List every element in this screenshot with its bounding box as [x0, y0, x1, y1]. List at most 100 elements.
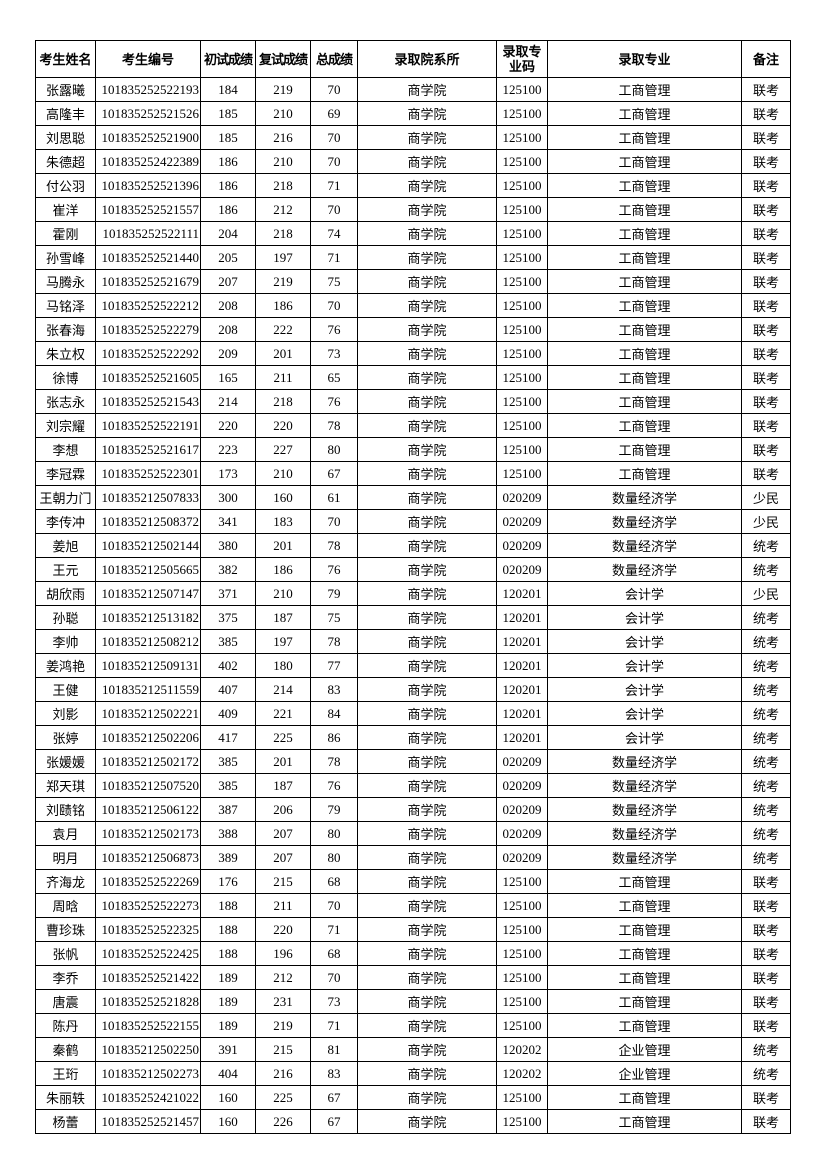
table-cell: 176	[200, 869, 256, 894]
table-cell: 120201	[496, 653, 548, 678]
table-cell: 417	[200, 725, 256, 750]
table-cell: 78	[310, 533, 358, 558]
table-cell: 统考	[741, 773, 791, 798]
table-cell: 78	[310, 413, 358, 438]
table-cell: 101835252421022	[95, 1085, 201, 1110]
table-cell: 189	[200, 965, 256, 990]
table-cell: 少民	[741, 509, 791, 534]
table-cell: 商学院	[357, 725, 497, 750]
table-cell: 189	[200, 1013, 256, 1038]
table-cell: 商学院	[357, 437, 497, 462]
table-cell: 219	[255, 269, 311, 294]
table-cell: 会计学	[547, 653, 742, 678]
table-row: 刘宗耀 101835252522191 220 220 78 商学院 125100 工商管理联…	[35, 413, 791, 438]
table-cell: 胡欣雨	[35, 581, 96, 606]
table-cell: 联考	[741, 221, 791, 246]
table-cell: 79	[310, 581, 358, 606]
table-cell: 120201	[496, 629, 548, 654]
table-cell: 企业管理	[547, 1061, 742, 1086]
table-cell: 孙聪	[35, 605, 96, 630]
table-cell: 商学院	[357, 797, 497, 822]
table-cell: 工商管理	[547, 941, 742, 966]
table-cell: 101835212508212	[95, 629, 201, 654]
table-cell: 统考	[741, 749, 791, 774]
table-cell: 李传冲	[35, 509, 96, 534]
table-cell: 385	[200, 629, 256, 654]
table-cell: 付公羽	[35, 173, 96, 198]
table-cell: 孙雪峰	[35, 245, 96, 270]
table-cell: 391	[200, 1037, 256, 1062]
header-cell: 备注	[741, 40, 791, 78]
table-cell: 210	[255, 149, 311, 174]
table-row: 李传冲 101835212508372 341 183 70 商学院 020209 数量经济学…	[35, 509, 791, 534]
table-cell: 商学院	[357, 389, 497, 414]
table-cell: 商学院	[357, 125, 497, 150]
table-cell: 70	[310, 149, 358, 174]
table-cell: 70	[310, 125, 358, 150]
table-cell: 企业管理	[547, 1037, 742, 1062]
table-row: 唐震 101835252521828 189 231 73 商学院 125100 工商管理 联考	[35, 989, 791, 1014]
table-cell: 李帅	[35, 629, 96, 654]
table-cell: 101835252521422	[95, 965, 201, 990]
table-cell: 商学院	[357, 701, 497, 726]
table-cell: 101835252522273	[95, 893, 201, 918]
table-cell: 商学院	[357, 941, 497, 966]
header-cell: 初试成绩	[200, 40, 256, 78]
table-cell: 商学院	[357, 1013, 497, 1038]
table-cell: 商学院	[357, 845, 497, 870]
table-row: 郑天琪 101835212507520 385 187 76 商学院 020209 数量经济学…	[35, 773, 791, 798]
table-cell: 商学院	[357, 1109, 497, 1134]
table-cell: 219	[255, 1013, 311, 1038]
table-cell: 188	[200, 941, 256, 966]
table-row: 刘赜铭 101835212506122 387 206 79 商学院 020209 数量经济学…	[35, 797, 791, 822]
table-cell: 120202	[496, 1037, 548, 1062]
table-cell: 210	[255, 581, 311, 606]
table-cell: 会计学	[547, 701, 742, 726]
table-cell: 020209	[496, 797, 548, 822]
table-row: 刘影 101835212502221 409 221 84 商学院 120201 会计学 统考	[35, 701, 791, 726]
table-cell: 崔洋	[35, 197, 96, 222]
table-cell: 70	[310, 965, 358, 990]
table-row: 高隆丰 101835252521526 185 210 69 商学院 125100 工商管理联…	[35, 101, 791, 126]
table-cell: 187	[255, 773, 311, 798]
table-cell: 姜旭	[35, 533, 96, 558]
table-cell: 张媛媛	[35, 749, 96, 774]
table-cell: 207	[255, 821, 311, 846]
header-cell: 考生编号	[95, 40, 201, 78]
table-cell: 统考	[741, 533, 791, 558]
table-cell: 工商管理	[547, 389, 742, 414]
table-cell: 王健	[35, 677, 96, 702]
table-cell: 101835252522193	[95, 77, 201, 102]
table-cell: 78	[310, 629, 358, 654]
table-cell: 联考	[741, 1109, 791, 1134]
table-cell: 张帆	[35, 941, 96, 966]
table-row: 李想 101835252521617 223 227 80 商学院 125100 工商管理 联考	[35, 437, 791, 462]
table-cell: 125100	[496, 317, 548, 342]
table-cell: 218	[255, 221, 311, 246]
table-cell: 周晗	[35, 893, 96, 918]
table-cell: 101835212508372	[95, 509, 201, 534]
table-cell: 70	[310, 509, 358, 534]
table-cell: 工商管理	[547, 221, 742, 246]
table-cell: 201	[255, 533, 311, 558]
table-cell: 工商管理	[547, 1013, 742, 1038]
table-cell: 71	[310, 917, 358, 942]
table-cell: 125100	[496, 1085, 548, 1110]
table-cell: 工商管理	[547, 869, 742, 894]
table-row: 王元 101835212505665 382 186 76 商学院 020209 数量经济学统…	[35, 557, 791, 582]
table-cell: 101835252521900	[95, 125, 201, 150]
table-row: 张露曦 101835252522193 184 219 70 商学院 125100 工商管理联…	[35, 77, 791, 102]
table-cell: 380	[200, 533, 256, 558]
table-cell: 商学院	[357, 821, 497, 846]
table-cell: 101835212502172	[95, 749, 201, 774]
table-cell: 197	[255, 245, 311, 270]
table-cell: 数量经济学	[547, 509, 742, 534]
table-cell: 225	[255, 725, 311, 750]
table-cell: 186	[200, 149, 256, 174]
table-cell: 385	[200, 773, 256, 798]
table-cell: 120202	[496, 1061, 548, 1086]
table-cell: 商学院	[357, 629, 497, 654]
table-cell: 徐博	[35, 365, 96, 390]
table-cell: 联考	[741, 437, 791, 462]
table-cell: 300	[200, 485, 256, 510]
